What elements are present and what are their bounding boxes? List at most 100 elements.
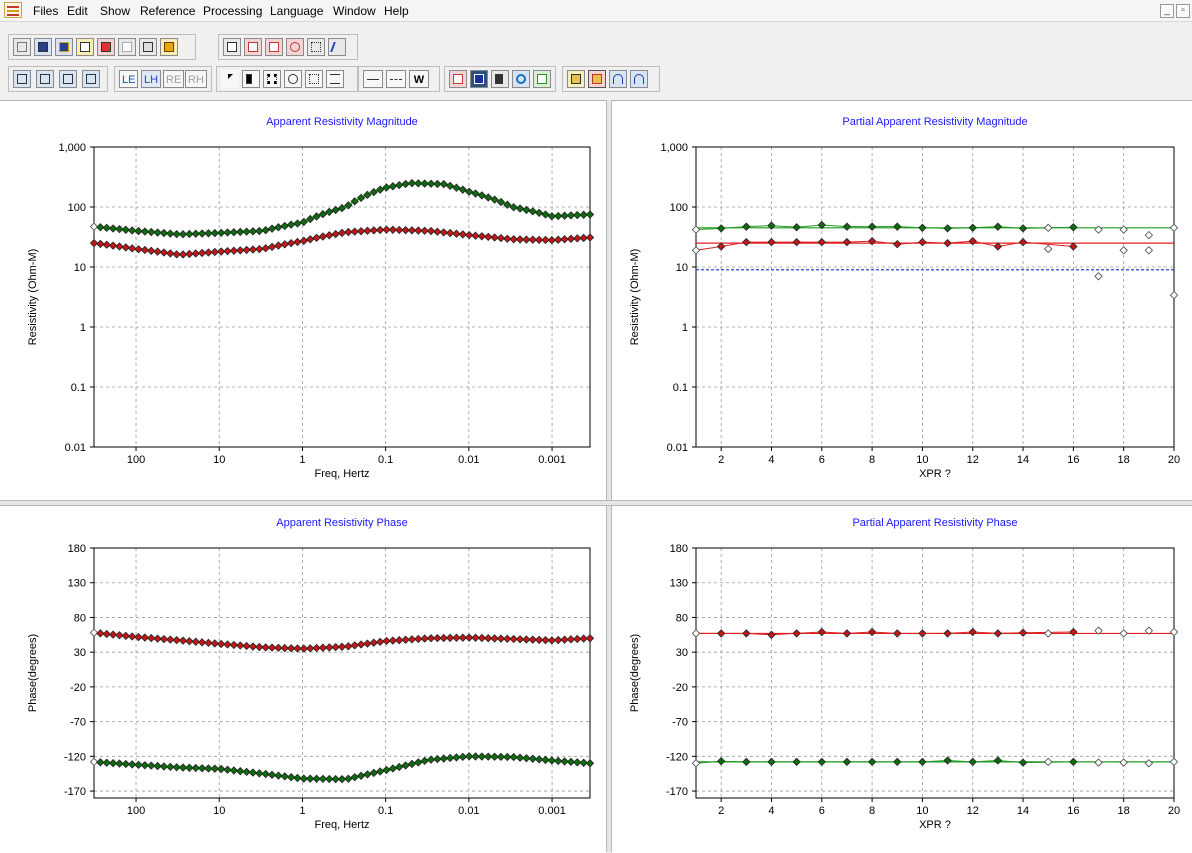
partial-apparent-resistivity-phase-chart[interactable]: Partial Apparent Resistivity Phase 2 4 6 8 10… <box>612 507 1192 853</box>
data-point-green <box>433 179 442 189</box>
data-point-red <box>439 228 448 237</box>
data-point-green <box>210 764 219 773</box>
data-point-red <box>554 635 563 645</box>
solid-line-icon[interactable] <box>363 70 383 88</box>
data-point-red <box>585 233 595 242</box>
target-icon[interactable] <box>284 70 302 88</box>
menu-window[interactable]: Window <box>333 4 376 18</box>
columns-icon[interactable] <box>263 70 281 88</box>
data-point-red <box>477 232 487 241</box>
data-point-red <box>89 238 99 248</box>
save-icon[interactable] <box>34 38 52 56</box>
data-point-green <box>204 764 213 773</box>
data-point-red <box>210 639 219 648</box>
data-point-red <box>306 644 315 653</box>
data-point-red <box>465 633 474 642</box>
x-tick-label: 8 <box>869 454 875 466</box>
exit-icon[interactable] <box>160 38 178 56</box>
print-icon[interactable] <box>139 38 157 56</box>
data-point-green <box>842 757 852 767</box>
export-icon[interactable] <box>97 38 115 56</box>
menu-show[interactable]: Show <box>100 4 131 18</box>
vertical-splitter[interactable] <box>606 100 612 852</box>
data-point-red <box>445 228 455 238</box>
data-point-green <box>159 228 169 238</box>
graph-icon[interactable] <box>449 70 467 88</box>
copy-icon[interactable] <box>118 38 136 56</box>
data-point-green <box>325 774 334 784</box>
menu-edit[interactable]: Edit <box>67 4 88 18</box>
next-icon[interactable] <box>59 70 77 88</box>
data-point-green <box>566 211 576 220</box>
apparent-resistivity-phase-chart[interactable]: Apparent Resistivity Phase 100 10 1 0.1 0.01 0… <box>0 507 606 853</box>
x-tick-label: 12 <box>967 805 979 817</box>
data-point-green <box>509 203 518 212</box>
menu-processing[interactable]: Processing <box>203 4 263 18</box>
data-point-red <box>299 236 309 245</box>
data-point-green <box>439 754 448 763</box>
menu-language[interactable]: Language <box>270 4 324 18</box>
y-tick-label: 0.01 <box>667 442 688 454</box>
data-point-red <box>331 642 340 652</box>
plot-settings-icon[interactable] <box>286 38 304 56</box>
y-tick-label: 130 <box>68 578 86 590</box>
data-point-red <box>356 227 366 236</box>
menu-help[interactable]: Help <box>384 4 409 18</box>
hand-icon[interactable] <box>242 70 260 88</box>
data-point-green <box>490 752 499 761</box>
minimize-button[interactable]: _ <box>1160 4 1174 18</box>
tools-icon[interactable] <box>567 70 585 88</box>
new-icon[interactable] <box>13 38 31 56</box>
data-point-red <box>579 233 588 243</box>
data-point-red <box>127 632 137 641</box>
data-point-green <box>1069 757 1078 767</box>
menu-reference[interactable]: Reference <box>140 4 196 18</box>
data-point-green <box>318 774 328 784</box>
data-point-green <box>918 757 927 767</box>
save-as-icon[interactable] <box>55 38 73 56</box>
select-rect-icon[interactable] <box>305 70 323 88</box>
pointer-icon[interactable] <box>221 70 239 88</box>
undo-icon[interactable] <box>609 70 627 88</box>
pen-icon[interactable] <box>328 38 346 56</box>
weight-button[interactable]: W <box>409 70 429 88</box>
x-axis-label: Freq, Hertz <box>314 468 369 480</box>
menu-files[interactable]: Files <box>33 4 59 18</box>
chart-icon[interactable] <box>244 38 262 56</box>
data-point-green <box>344 201 353 210</box>
data-point-red <box>318 643 328 652</box>
lines-icon[interactable] <box>326 70 344 88</box>
mode-rh-button[interactable]: RH <box>185 70 207 88</box>
partial-apparent-resistivity-magnitude-chart[interactable]: Partial Apparent Resistivity Magnitude 2 4… <box>612 101 1192 501</box>
legend-icon[interactable] <box>307 38 325 56</box>
data-point-green <box>280 221 289 231</box>
refresh-icon[interactable] <box>512 70 530 88</box>
table-icon[interactable] <box>223 38 241 56</box>
restore-button[interactable]: ▫ <box>1176 4 1190 18</box>
data-point-red <box>893 240 902 249</box>
mode-le-button[interactable]: LE <box>119 70 139 88</box>
data-point-red <box>147 633 156 643</box>
data-point-red <box>178 250 188 259</box>
mode-re-button[interactable]: RE <box>163 70 185 88</box>
first-icon[interactable] <box>13 70 31 88</box>
app-icon[interactable] <box>4 2 22 18</box>
chart-edit-icon[interactable] <box>265 38 283 56</box>
last-icon[interactable] <box>82 70 100 88</box>
data-point-red <box>286 238 296 248</box>
data-point-green <box>1144 759 1154 768</box>
prev-icon[interactable] <box>36 70 54 88</box>
dashed-line-icon[interactable] <box>386 70 406 88</box>
mode-lh-button[interactable]: LH <box>141 70 162 88</box>
calculator-icon[interactable] <box>491 70 509 88</box>
apparent-resistivity-magnitude-chart[interactable]: Apparent Resistivity Magnitude 100 10 1 0.1 0… <box>0 101 606 501</box>
y-tick-label: 30 <box>676 647 688 659</box>
x-tick-label: 10 <box>916 454 928 466</box>
check-icon[interactable] <box>533 70 551 88</box>
horizontal-splitter[interactable] <box>0 500 1192 506</box>
data-point-green <box>312 774 321 783</box>
redo-icon[interactable] <box>630 70 648 88</box>
monitor-icon[interactable] <box>470 70 488 88</box>
tools-active-icon[interactable] <box>588 70 606 88</box>
print-preview-icon[interactable] <box>76 38 94 56</box>
